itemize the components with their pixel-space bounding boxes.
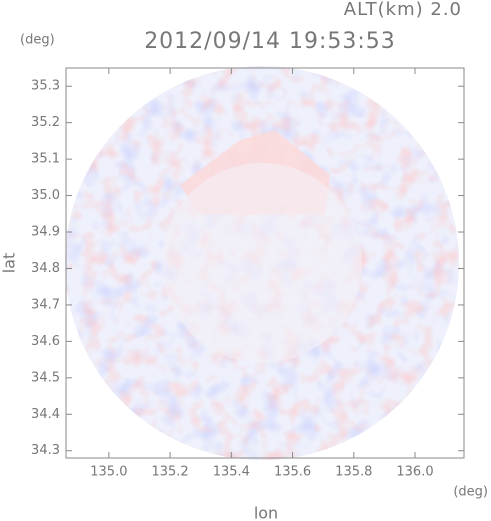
y-tick-label: 34.7 — [31, 297, 60, 312]
y-unit: (deg) — [20, 33, 55, 48]
x-axis-label: lon — [254, 504, 278, 521]
y-tick-label: 35.0 — [31, 188, 60, 203]
y-tick-label: 35.1 — [31, 152, 60, 167]
y-tick-label: 34.6 — [31, 334, 60, 349]
y-tick-label: 35.2 — [31, 115, 60, 130]
x-tick-label: 135.4 — [213, 465, 250, 480]
y-tick-label: 34.5 — [31, 370, 60, 385]
x-tick-label: 135.2 — [151, 465, 188, 480]
plot-frame — [65, 67, 465, 459]
x-tick-label: 135.8 — [335, 465, 372, 480]
y-tick-label: 34.4 — [31, 407, 60, 422]
y-tick-label: 34.8 — [31, 261, 60, 276]
x-tick-label: 135.0 — [90, 465, 127, 480]
y-tick-label: 34.3 — [31, 443, 60, 458]
chart-title: 2012/09/14 19:53:53 — [144, 29, 396, 54]
x-tick-label: 135.6 — [274, 465, 311, 480]
y-tick-label: 35.3 — [31, 79, 60, 94]
radar-disc — [65, 66, 459, 460]
x-unit: (deg) — [453, 485, 488, 500]
x-tick-label: 136.0 — [396, 465, 433, 480]
y-tick-label: 34.9 — [31, 225, 60, 240]
y-axis-label: lat — [0, 253, 19, 274]
altitude-label: ALT(km) 2.0 — [344, 0, 462, 20]
